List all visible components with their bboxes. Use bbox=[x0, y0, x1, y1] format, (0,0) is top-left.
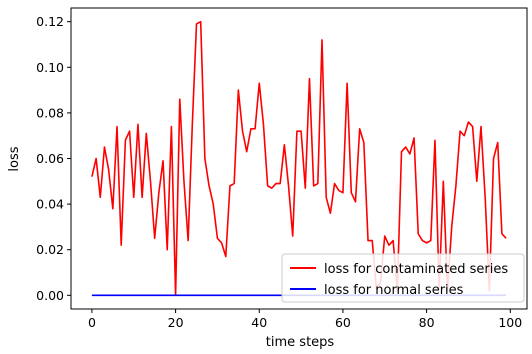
y-tick-label: 0.02 bbox=[36, 242, 64, 257]
x-tick-label: 100 bbox=[498, 315, 522, 330]
series-line-contaminated bbox=[91, 20, 507, 297]
x-axis-label: time steps bbox=[266, 335, 335, 350]
y-tick-label: 0.00 bbox=[36, 288, 64, 303]
y-tick-label: 0.08 bbox=[36, 105, 64, 120]
x-tick-label: 20 bbox=[168, 315, 184, 330]
y-tick-label: 0.12 bbox=[36, 14, 64, 29]
y-axis-ticks: 0.00 0.02 0.04 0.06 0.08 0.10 0.12 bbox=[36, 14, 71, 303]
legend: loss for contaminated series loss for no… bbox=[281, 253, 525, 303]
y-tick-label: 0.04 bbox=[36, 197, 64, 212]
x-tick-label: 80 bbox=[419, 315, 435, 330]
y-tick-label: 0.10 bbox=[36, 60, 64, 75]
y-axis-label: loss bbox=[7, 146, 22, 171]
x-tick-label: 0 bbox=[88, 315, 96, 330]
x-axis-ticks: 0 20 40 60 80 100 bbox=[88, 309, 522, 330]
x-tick-label: 40 bbox=[251, 315, 267, 330]
legend-label-normal: loss for normal series bbox=[324, 283, 464, 298]
y-tick-label: 0.06 bbox=[36, 151, 64, 166]
x-tick-label: 60 bbox=[335, 315, 351, 330]
legend-label-contaminated: loss for contaminated series bbox=[324, 262, 508, 277]
legend-box bbox=[281, 253, 525, 303]
